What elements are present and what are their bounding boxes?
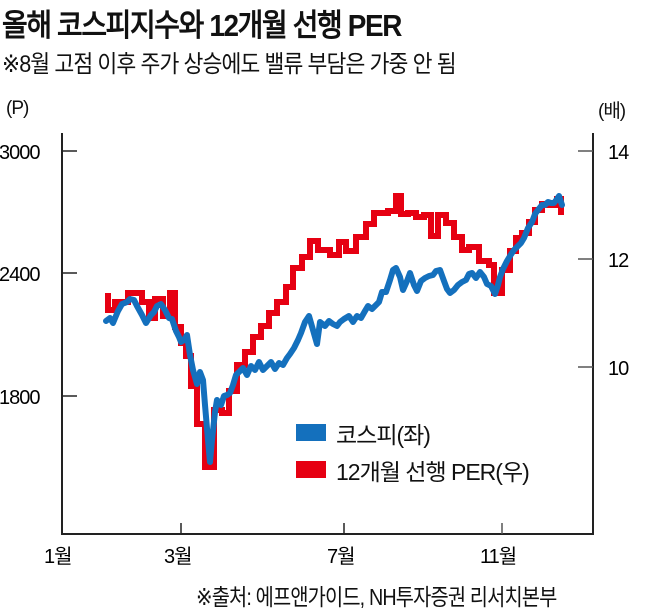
left-axis-ticks: 3000 2400 1800: [0, 142, 77, 409]
kospi-series-line: [103, 193, 565, 465]
legend: 코스피(좌) 12개월 선행 PER(우): [296, 414, 530, 488]
right-axis-ticks: 14 12 10: [578, 142, 630, 380]
right-tick-12: 12: [608, 250, 629, 272]
left-tick-3000: 3000: [0, 142, 40, 164]
chart-title: 올해 코스피지수와 12개월 선행 PER: [2, 8, 402, 43]
kospi-swatch: [296, 424, 326, 441]
right-tick-10: 10: [608, 358, 629, 380]
chart-subtitle: ※8월 고점 이후 주가 상승에도 밸류 부담은 가중 안 됨: [2, 51, 457, 78]
legend-label-kospi: 코스피(좌): [336, 421, 431, 448]
legend-label-per: 12개월 선행 PER(우): [336, 458, 530, 485]
x-tick-mar: 3월: [164, 545, 192, 568]
per-swatch: [296, 461, 326, 478]
left-tick-2400: 2400: [0, 264, 40, 286]
right-tick-14: 14: [608, 142, 629, 164]
left-tick-1800: 1800: [0, 387, 40, 409]
x-axis-ticks: 1월 3월 7월 11월: [44, 523, 517, 568]
x-tick-nov: 11월: [480, 545, 516, 568]
left-axis-unit: (P): [6, 98, 29, 119]
legend-item-per: 12개월 선행 PER(우): [296, 451, 530, 488]
right-axis-unit: (배): [598, 101, 626, 122]
x-tick-jul: 7월: [327, 545, 355, 568]
legend-item-kospi: 코스피(좌): [296, 414, 529, 451]
source-note: ※출처: 에프앤가이드, NH투자증권 리서치본부: [196, 584, 557, 610]
x-tick-jan: 1월: [44, 545, 72, 568]
